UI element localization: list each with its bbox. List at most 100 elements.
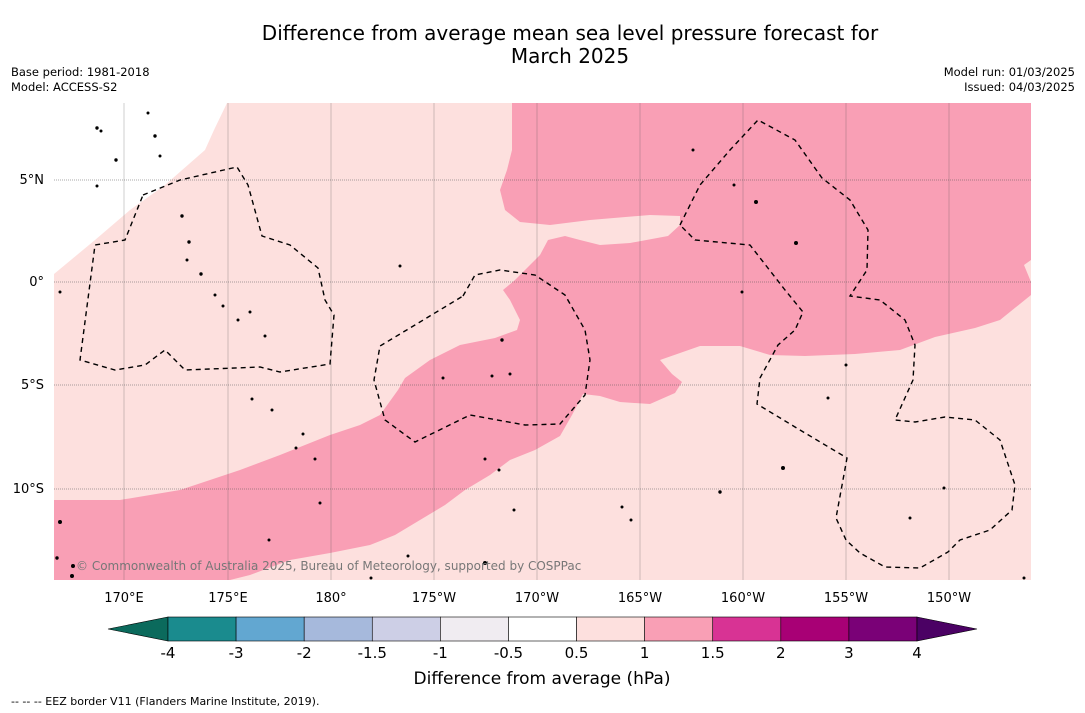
island <box>180 214 184 218</box>
island <box>71 564 75 568</box>
model-name: Model: ACCESS-S2 <box>11 80 118 94</box>
gridlines <box>54 179 1031 490</box>
island <box>781 466 785 470</box>
colorbar-tick-label: 3 <box>844 644 854 662</box>
colorbar-segment <box>303 616 373 642</box>
island <box>114 158 118 162</box>
colorbar: -4 -3 -2 -1.5 -1 -0.5 0.5 1 1.5 2 3 4 Difference fr… <box>107 616 978 689</box>
island <box>267 538 271 542</box>
colorbar-segment <box>371 616 441 642</box>
lon-labels: 170°E 175°E 180° 175°W 170°W 165°W 160°W… <box>104 591 971 606</box>
colorbar-over-arrow <box>916 616 978 642</box>
lon-label: 165°W <box>618 591 662 606</box>
island <box>187 240 191 244</box>
island <box>248 310 252 314</box>
islands <box>55 111 1026 580</box>
lon-label: 160°W <box>721 591 765 606</box>
colorbar-tick-label: 0.5 <box>565 644 589 662</box>
colorbar-segment <box>235 616 305 642</box>
island <box>263 334 267 338</box>
meta-right: Model run: 01/03/2025 Issued: 04/03/2025 <box>944 65 1075 95</box>
region-white <box>54 103 227 274</box>
lat-label: 0° <box>29 275 44 290</box>
eez-tokelau <box>373 269 591 443</box>
lon-label: 150°W <box>927 591 971 606</box>
model-run: Model run: 01/03/2025 <box>943 65 1075 79</box>
island <box>844 363 848 367</box>
chart-title-line2: March 2025 <box>510 44 630 68</box>
gridlines-lon <box>123 103 950 580</box>
island <box>95 184 99 188</box>
island <box>908 516 912 520</box>
colorbar-tick-label: -4 <box>161 644 176 662</box>
lat-label: 5°S <box>21 378 44 393</box>
island <box>512 508 516 512</box>
eez-footnote: -- -- -- EEZ border V11 (Flanders Marine… <box>11 695 320 708</box>
island <box>629 518 633 522</box>
island <box>55 556 59 560</box>
island <box>318 501 322 505</box>
colorbar-label: Difference from average (hPa) <box>414 669 671 689</box>
colorbar-tick-label: -1.5 <box>358 644 387 662</box>
island <box>500 338 504 342</box>
island <box>942 486 946 490</box>
island <box>483 561 487 565</box>
island <box>313 457 317 461</box>
region-pink <box>54 103 1031 580</box>
island <box>158 154 162 158</box>
map-copyright: © Commonwealth of Australia 2025, Bureau… <box>76 559 581 573</box>
colorbar-segment <box>644 616 714 642</box>
colorbar-segment <box>167 616 237 642</box>
colorbar-segment <box>508 616 577 642</box>
eez-line-islands <box>679 119 1016 569</box>
lon-label: 180° <box>315 591 346 606</box>
island <box>754 200 758 204</box>
island <box>369 576 373 580</box>
lat-labels: 5°N 0° 5°S 10°S <box>13 173 44 497</box>
island <box>153 134 157 138</box>
eez-borders <box>79 119 1016 569</box>
lon-label: 175°W <box>412 591 456 606</box>
island <box>58 290 62 294</box>
island <box>270 408 274 412</box>
colorbar-tick-label: -1 <box>433 644 448 662</box>
island <box>490 374 494 378</box>
issued-date: Issued: 04/03/2025 <box>964 80 1075 94</box>
colorbar-tick-label: 2 <box>776 644 786 662</box>
colorbar-tick-label: 1.5 <box>701 644 725 662</box>
chart-title-line1: Difference from average mean sea level p… <box>261 21 879 45</box>
island <box>732 183 736 187</box>
eez-kiribati-gilbert <box>79 166 335 373</box>
map-panel: © Commonwealth of Australia 2025, Bureau… <box>13 103 1031 606</box>
island <box>740 290 744 294</box>
island <box>483 457 487 461</box>
island <box>497 468 501 472</box>
island <box>213 293 217 297</box>
chart-title: Difference from average mean sea level p… <box>0 22 1085 68</box>
colorbar-under-arrow <box>107 616 169 642</box>
island <box>691 148 695 152</box>
island <box>301 432 305 436</box>
lat-label: 10°S <box>13 482 44 497</box>
colorbar-segment <box>712 616 782 642</box>
colorbar-tick-label: 4 <box>912 644 922 662</box>
colorbar-tick-label: -2 <box>297 644 312 662</box>
island <box>250 397 254 401</box>
lon-label: 170°W <box>515 591 559 606</box>
colorbar-ticks: -4 -3 -2 -1.5 -1 -0.5 0.5 1 1.5 2 3 4 <box>161 644 922 662</box>
island <box>398 264 402 268</box>
island <box>146 111 150 115</box>
lat-label: 5°N <box>20 173 45 188</box>
lon-label: 170°E <box>104 591 144 606</box>
colorbar-segment <box>848 616 918 642</box>
island <box>794 241 798 245</box>
island <box>620 505 624 509</box>
colorbar-segment <box>576 616 645 642</box>
island <box>441 376 445 380</box>
island <box>185 258 189 262</box>
island <box>1022 576 1026 580</box>
island <box>406 554 410 558</box>
island <box>221 304 225 308</box>
colorbar-tick-label: -3 <box>229 644 244 662</box>
lon-label: 155°W <box>824 591 868 606</box>
